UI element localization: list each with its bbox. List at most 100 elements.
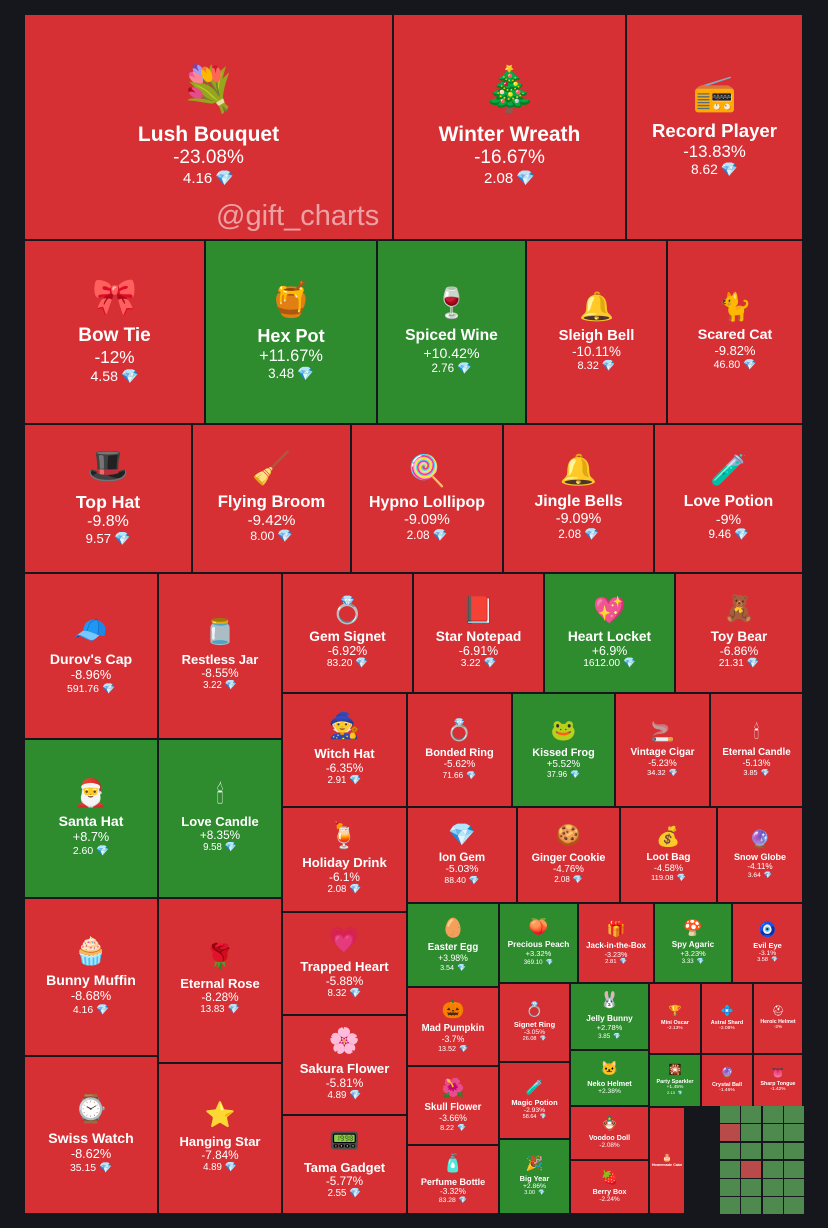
tile-ion-gem[interactable]: 💎 Ion Gem -5.03% 88.40 💎	[407, 807, 517, 903]
tile-tama-gadget[interactable]: 📟 Tama Gadget -5.77% 2.55 💎	[282, 1115, 407, 1214]
tile-jelly-bunny[interactable]: 🐰 Jelly Bunny +2.78% 3.85 💎	[570, 983, 649, 1050]
tile-eternal-candle[interactable]: 🕯 Eternal Candle -5.13% 3.85 💎	[710, 693, 803, 807]
tile-love-candle[interactable]: 🕯 Love Candle +8.35% 9.58 💎	[158, 739, 282, 898]
price-value: 2.76	[431, 361, 455, 375]
tile-star-notepad[interactable]: 📕 Star Notepad -6.91% 3.22 💎	[413, 573, 544, 693]
tile-vintage-cigar[interactable]: 🚬 Vintage Cigar -5.23% 34.32 💎	[615, 693, 710, 807]
tile-skull-flower[interactable]: 🌺 Skull Flower -3.66% 8.22 💎	[407, 1066, 499, 1145]
tile-spiced-wine[interactable]: 🍷 Spiced Wine +10.42% 2.76 💎	[377, 240, 526, 424]
tile-bow-tie[interactable]: 🎀 Bow Tie -12% 4.58 💎	[24, 240, 205, 424]
tile-toy-bear[interactable]: 🧸 Toy Bear -6.86% 21.31 💎	[675, 573, 803, 693]
tile-mini-oscar[interactable]: 🏆 Mini Oscar -2.13%	[649, 983, 701, 1054]
tile-hex-pot[interactable]: 🍯 Hex Pot +11.67% 3.48 💎	[205, 240, 377, 424]
tile-name: Astral Shard	[710, 1019, 744, 1026]
tile-change: -8.96%	[70, 666, 112, 682]
tile-party-sparkler[interactable]: 🎇 Party Sparkler +1.45% 2.13 💎	[649, 1054, 701, 1107]
tile-name: Precious Peach	[507, 939, 570, 950]
tile-holiday-drink[interactable]: 🍹 Holiday Drink -6.1% 2.08 💎	[282, 807, 407, 912]
tile-change: -5.62%	[443, 758, 476, 770]
record-player-icon: 📻	[692, 72, 737, 113]
tile-magic-potion[interactable]: 🧪 Magic Potion -2.93% 58.64 💎	[499, 1062, 570, 1139]
diamond-icon: 💎	[584, 528, 599, 542]
tile-change: -12%	[94, 346, 135, 367]
tile-trapped-heart[interactable]: 💗 Trapped Heart -5.88% 8.32 💎	[282, 912, 407, 1015]
tile-jack-in-the-box[interactable]: 🎁 Jack-in-the-Box -3.23% 2.81 💎	[578, 903, 654, 983]
tile-easter-egg[interactable]: 🥚 Easter Egg +3.98% 3.54 💎	[407, 903, 499, 987]
tile-jingle-bells[interactable]: 🔔 Jingle Bells -9.09% 2.08 💎	[503, 424, 654, 573]
diamond-icon: 💎	[676, 873, 686, 883]
tile-loot-bag[interactable]: 💰 Loot Bag -4.58% 119.08 💎	[620, 807, 717, 903]
tile-price: 3.58 💎	[757, 957, 778, 963]
diamond-icon: 💎	[432, 527, 448, 542]
ion-gem-icon: 💎	[448, 822, 476, 848]
tile-evil-eye[interactable]: 🧿 Evil Eye -3.1% 3.58 💎	[732, 903, 803, 983]
tile-price: 46.80 💎	[714, 358, 757, 371]
diamond-icon: 💎	[572, 874, 583, 884]
tile-sharp-tongue[interactable]: 👅 Sharp Tongue -1.42%	[753, 1054, 803, 1107]
tile-heroic-helmet[interactable]: ⛑ Heroic Helmet -2%	[753, 983, 803, 1054]
tile-eternal-rose[interactable]: 🌹 Eternal Rose -8.28% 13.83 💎	[158, 898, 282, 1063]
tile-bunny-muffin[interactable]: 🧁 Bunny Muffin -8.68% 4.16 💎	[24, 898, 158, 1056]
tile-love-potion[interactable]: 🧪 Love Potion -9% 9.46 💎	[654, 424, 803, 573]
tile-price: 8.22 💎	[440, 1123, 466, 1132]
tile-astral-shard[interactable]: 💠 Astral Shard -2.08%	[701, 983, 753, 1054]
tile-swiss-watch[interactable]: ⌚ Swiss Watch -8.62% 35.15 💎	[24, 1056, 158, 1214]
tile-price: 3.00 💎	[524, 1190, 545, 1196]
tile-record-player[interactable]: 📻 Record Player -13.83% 8.62 💎	[626, 14, 803, 240]
tile-berry-box[interactable]: 🍓 Berry Box -2.24%	[570, 1160, 649, 1214]
tile-crystal-ball[interactable]: 🔮 Crystal Ball -1.46%	[701, 1054, 753, 1107]
tile-neko-helmet[interactable]: 🐱 Neko Helmet +2.38%	[570, 1050, 649, 1106]
price-value: 2.08	[327, 884, 347, 896]
swiss-watch-icon: ⌚	[74, 1094, 108, 1125]
tile-change: -3.32%	[440, 1186, 466, 1196]
tile-bonded-ring[interactable]: 💍 Bonded Ring -5.62% 71.66 💎	[407, 693, 512, 807]
tile-spy-agaric[interactable]: 🍄 Spy Agaric +3.23% 3.33 💎	[654, 903, 732, 983]
hypno-lollipop-icon: 🍭	[408, 453, 446, 488]
tile-hanging-star[interactable]: ⭐ Hanging Star -7.84% 4.89 💎	[158, 1063, 282, 1214]
tile-change: -2.13%	[667, 1025, 683, 1031]
tile-kissed-frog[interactable]: 🐸 Kissed Frog +5.52% 37.96 💎	[512, 693, 615, 807]
tile-gem-signet[interactable]: 💍 Gem Signet -6.92% 83.20 💎	[282, 573, 413, 693]
tile-scared-cat[interactable]: 🐈 Scared Cat -9.82% 46.80 💎	[667, 240, 803, 424]
tile-big-year[interactable]: 🎉 Big Year +2.86% 3.00 💎	[499, 1139, 570, 1214]
tile-sleigh-bell[interactable]: 🔔 Sleigh Bell -10.11% 8.32 💎	[526, 240, 667, 424]
tile-change: -2.08%	[719, 1025, 735, 1031]
tile-name: Jingle Bells	[534, 493, 623, 511]
mini-tile	[741, 1179, 762, 1196]
tile-hypno-lollipop[interactable]: 🍭 Hypno Lollipop -9.09% 2.08 💎	[351, 424, 503, 573]
tile-mad-pumpkin[interactable]: 🎃 Mad Pumpkin -3.7% 13.52 💎	[407, 987, 499, 1066]
tile-winter-wreath[interactable]: 🎄 Winter Wreath -16.67% 2.08 💎	[393, 14, 626, 240]
tile-name: Bonded Ring	[425, 746, 494, 759]
kissed-frog-icon: 🐸	[550, 719, 577, 743]
tile-sakura-flower[interactable]: 🌸 Sakura Flower -5.81% 4.89 💎	[282, 1015, 407, 1115]
tile-snow-globe[interactable]: 🔮 Snow Globe -4.11% 3.64 💎	[717, 807, 803, 903]
diamond-icon: 💎	[623, 658, 636, 670]
easter-egg-icon: 🥚	[441, 916, 465, 938]
tile-ginger-cookie[interactable]: 🍪 Ginger Cookie -4.76% 2.08 💎	[517, 807, 620, 903]
tile-change: -5.03%	[445, 863, 479, 875]
tile-heart-locket[interactable]: 💖 Heart Locket +6.9% 1612.00 💎	[544, 573, 675, 693]
diamond-icon: 💎	[457, 963, 466, 972]
tile-change: -10.11%	[572, 343, 621, 359]
tile-witch-hat[interactable]: 🧙 Witch Hat -6.35% 2.91 💎	[282, 693, 407, 807]
diamond-icon: 💎	[96, 1004, 110, 1016]
tile-price: 37.96 💎	[547, 770, 580, 779]
diamond-icon: 💎	[224, 842, 237, 854]
tile-durov-s-cap[interactable]: 🧢 Durov's Cap -8.96% 591.76 💎	[24, 573, 158, 739]
tile-perfume-bottle[interactable]: 🧴 Perfume Bottle -3.32% 83.28 💎	[407, 1145, 499, 1214]
tile-lush-bouquet[interactable]: 💐 Lush Bouquet -23.08% 4.16 💎	[24, 14, 393, 240]
tile-signet-ring[interactable]: 💍 Signet Ring -3.05% 26.08 💎	[499, 983, 570, 1062]
tile-price: 26.08 💎	[523, 1036, 547, 1042]
diamond-icon: 💎	[297, 365, 314, 381]
price-value: 4.16	[183, 169, 213, 187]
tile-precious-peach[interactable]: 🍑 Precious Peach +3.32% 369.10 💎	[499, 903, 578, 983]
tile-top-hat[interactable]: 🎩 Top Hat -9.8% 9.57 💎	[24, 424, 192, 573]
tile-flying-broom[interactable]: 🧹 Flying Broom -9.42% 8.00 💎	[192, 424, 351, 573]
tile-restless-jar[interactable]: 🫙 Restless Jar -8.55% 3.22 💎	[158, 573, 282, 739]
tile-santa-hat[interactable]: 🎅 Santa Hat +8.7% 2.60 💎	[24, 739, 158, 898]
tile-voodoo-doll[interactable]: 🪆 Voodoo Doll -2.08%	[570, 1106, 649, 1160]
tile-change: -2%	[773, 1025, 783, 1031]
tile-homemade-cake[interactable]: 🎂 Homemade Cake	[649, 1107, 685, 1214]
tile-change: +1.45%	[666, 1085, 684, 1090]
tile-name: Santa Hat	[58, 813, 124, 830]
